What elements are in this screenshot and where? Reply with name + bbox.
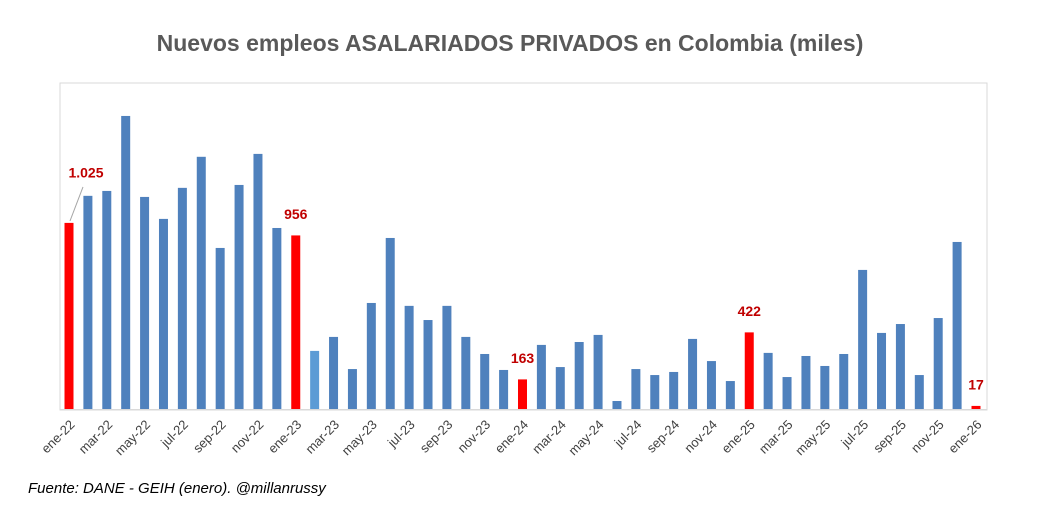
bar	[933, 318, 943, 409]
bar	[744, 332, 754, 409]
bar	[158, 218, 168, 409]
bar	[688, 338, 698, 409]
bar	[310, 350, 320, 409]
value-label: 1.025	[68, 165, 103, 181]
bar	[461, 336, 471, 409]
value-label: 163	[511, 350, 535, 366]
bar	[64, 222, 74, 409]
bar	[763, 352, 773, 409]
bar	[952, 241, 962, 409]
value-label: 956	[284, 206, 308, 222]
bar	[272, 227, 282, 409]
bar	[612, 401, 622, 409]
bar	[518, 379, 527, 409]
bar	[177, 187, 187, 409]
bar	[820, 365, 830, 409]
chart-title: Nuevos empleos ASALARIADOS PRIVADOS en C…	[157, 30, 864, 56]
bar	[121, 115, 131, 409]
bar	[347, 369, 357, 409]
bar	[631, 369, 641, 409]
bar	[83, 195, 93, 409]
leader-line	[69, 186, 84, 222]
source: Fuente: DANE - GEIH (enero). @millanruss…	[28, 480, 327, 497]
bar	[404, 305, 414, 409]
bar	[253, 153, 263, 409]
bar	[669, 371, 679, 409]
bar	[555, 367, 565, 409]
bar	[480, 353, 490, 409]
bar	[442, 305, 452, 409]
bar	[914, 375, 924, 409]
bar	[215, 247, 225, 409]
bar	[536, 344, 546, 409]
bar	[650, 375, 660, 409]
bar	[971, 405, 981, 409]
bar	[839, 353, 849, 409]
bar	[574, 342, 584, 409]
bar	[366, 302, 376, 409]
bar	[858, 269, 868, 409]
bar	[234, 184, 244, 409]
bar	[725, 381, 735, 409]
bar	[706, 361, 716, 409]
value-label: 422	[738, 303, 762, 319]
bar	[782, 377, 792, 409]
bar	[877, 332, 887, 409]
bar	[801, 355, 811, 409]
bar	[329, 336, 339, 409]
value-label: 17	[968, 377, 984, 393]
bar	[291, 235, 301, 409]
bar	[385, 237, 395, 409]
bar	[102, 190, 112, 409]
bar	[140, 196, 150, 409]
bar	[499, 369, 509, 409]
bar	[895, 324, 905, 409]
bar	[423, 320, 433, 409]
bar	[196, 156, 206, 409]
bar	[593, 334, 603, 409]
